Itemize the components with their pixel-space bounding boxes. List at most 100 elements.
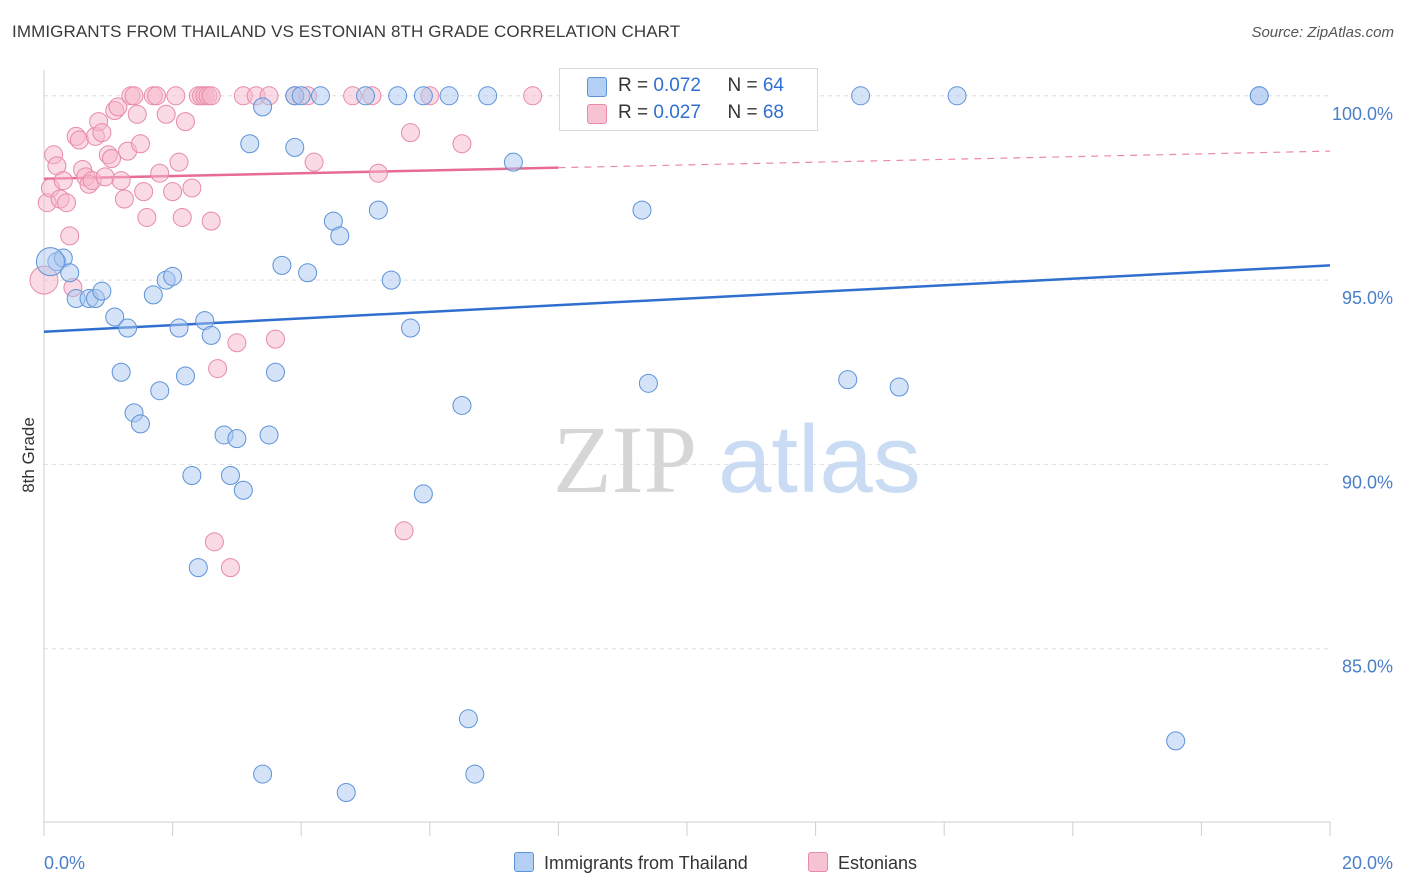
pink-data-point	[220, 558, 240, 578]
pink-data-point	[147, 86, 167, 106]
r-label: R =	[618, 102, 654, 123]
pink-data-point	[265, 329, 285, 349]
blue-data-point	[381, 270, 401, 290]
bottom-legend-label-estonians: Estonians	[838, 853, 918, 873]
blue-data-point	[227, 429, 247, 449]
watermark-zip: ZIP	[553, 406, 697, 513]
y-tick-labels: 100.0% 95.0% 90.0% 85.0%	[1332, 104, 1393, 677]
pink-data-point	[182, 178, 202, 198]
blue-data-point	[285, 137, 305, 157]
pink-data-point	[172, 207, 192, 227]
blue-data-point	[253, 764, 273, 784]
pink-data-point	[204, 532, 224, 552]
bottom-legend-swatch-blue	[514, 852, 534, 872]
pink-data-point	[452, 134, 472, 154]
blue-data-point	[503, 152, 523, 172]
n-value: 68	[762, 102, 784, 123]
blue-data-point	[163, 266, 183, 286]
blue-data-point	[458, 709, 478, 729]
r-label: R =	[618, 75, 654, 96]
blue-data-point	[240, 134, 260, 154]
blue-data-point	[105, 307, 125, 327]
source-label: Source: ZipAtlas.com	[1251, 24, 1394, 41]
bottom-legend-swatch-pink	[808, 852, 828, 872]
pink-data-point	[208, 359, 228, 379]
x-tick-label: 0.0%	[44, 853, 85, 873]
blue-data-point	[265, 362, 285, 382]
blue-data-point	[413, 484, 433, 504]
blue-data-point	[35, 247, 65, 277]
x-tick-label: 20.0%	[1342, 853, 1393, 873]
trend-lines	[43, 150, 1331, 333]
blue-data-point	[1249, 86, 1269, 106]
x-tick-labels: 0.0% 20.0%	[44, 853, 1393, 873]
blue-data-point	[259, 425, 279, 445]
blue-data-point	[452, 395, 472, 415]
blue-data-point	[1166, 731, 1186, 751]
blue-data-point	[632, 200, 652, 220]
pink-data-point	[53, 171, 73, 191]
blue-data-point	[118, 318, 138, 338]
blue-data-point	[838, 370, 858, 390]
bottom-legend-estonians[interactable]: Estonians	[808, 852, 917, 874]
blue-data-point	[169, 318, 189, 338]
blue-data-point	[111, 362, 131, 382]
pink-data-point	[156, 104, 176, 124]
pink-data-point	[201, 86, 221, 106]
n-value: 64	[762, 75, 784, 96]
pink-data-point	[523, 86, 543, 106]
blue-data-point	[330, 226, 350, 246]
watermark: ZIP atlas	[553, 406, 921, 513]
blue-data-point	[439, 86, 459, 106]
pink-data-point	[137, 207, 157, 227]
chart-title: IMMIGRANTS FROM THAILAND VS ESTONIAN 8TH…	[12, 22, 681, 41]
blue-data-point	[889, 377, 909, 397]
pink-data-point	[92, 123, 112, 143]
blue-data-point	[401, 318, 421, 338]
pink-data-point	[111, 171, 131, 191]
watermark-atlas: atlas	[718, 406, 921, 513]
pink-data-point	[201, 211, 221, 231]
blue-data-point	[130, 414, 150, 434]
pink-data-point	[60, 226, 80, 246]
blue-data-point	[175, 366, 195, 386]
blue-data-point	[60, 263, 80, 283]
pink-trend-extension	[558, 150, 1331, 169]
legend-text-estonians: R = 0.027 N = 68	[618, 102, 784, 124]
legend-swatch-pink	[587, 104, 607, 124]
blue-data-point	[233, 480, 253, 500]
blue-data-point	[947, 86, 967, 106]
pink-data-point	[175, 112, 195, 132]
blue-data-point	[188, 558, 208, 578]
r-value: 0.072	[653, 75, 701, 96]
blue-data-point	[92, 281, 112, 301]
blue-data-point	[478, 86, 498, 106]
blue-data-point	[356, 86, 375, 106]
blue-data-point	[220, 465, 240, 485]
correlation-legend: R = 0.072 N = 64 R = 0.027 N = 68	[559, 68, 818, 131]
blue-data-point	[182, 465, 202, 485]
pink-data-point	[368, 163, 388, 183]
blue-data-point	[272, 255, 292, 275]
pink-data-point	[127, 104, 147, 124]
bottom-legend-thailand[interactable]: Immigrants from Thailand	[514, 852, 748, 874]
estonians-points	[29, 86, 543, 578]
pink-data-point	[124, 86, 144, 106]
blue-data-point	[465, 764, 485, 784]
blue-data-point	[298, 263, 318, 283]
pink-data-point	[401, 123, 421, 143]
blue-trend-line	[43, 264, 1331, 333]
pink-data-point	[227, 333, 247, 353]
pink-data-point	[95, 167, 115, 187]
pink-data-point	[114, 189, 134, 209]
pink-data-point	[134, 182, 154, 202]
pink-data-point	[69, 130, 89, 150]
y-tick-label: 100.0%	[1332, 104, 1393, 124]
blue-data-point	[201, 325, 221, 345]
pink-data-point	[166, 86, 186, 106]
pink-data-point	[169, 152, 189, 172]
pink-data-point	[150, 163, 170, 183]
r-value: 0.027	[653, 102, 701, 123]
blue-data-point	[291, 86, 311, 106]
